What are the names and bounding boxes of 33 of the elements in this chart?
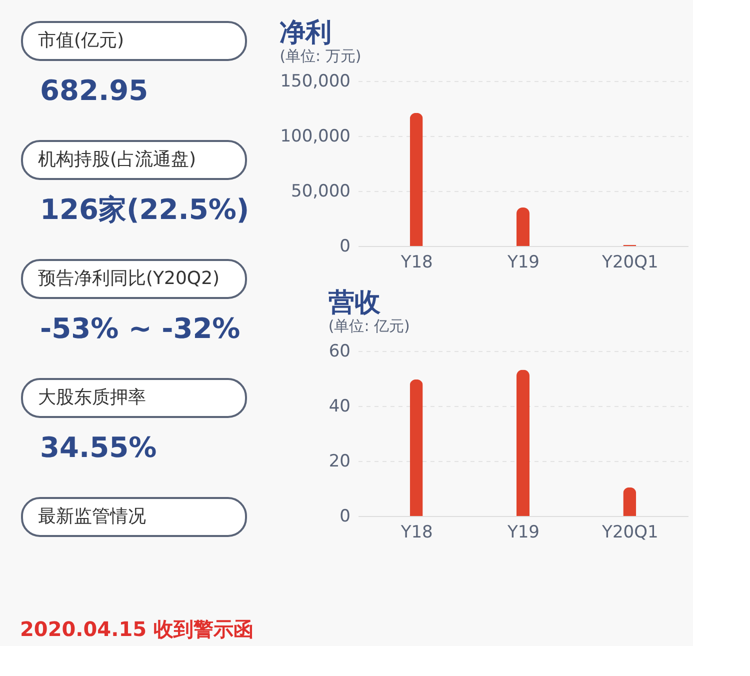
text: 最新监管情况 bbox=[38, 506, 146, 527]
text: 大股东质押率 bbox=[38, 387, 146, 408]
y-tick-label: 100,000 bbox=[280, 126, 350, 146]
chart-title: 净利 bbox=[280, 18, 332, 48]
chart-subtitle: (单位: 万元) bbox=[280, 47, 362, 65]
x-tick-label: Y20Q1 bbox=[601, 522, 658, 542]
x-tick-label: Y18 bbox=[400, 252, 433, 272]
x-tick-label: Y19 bbox=[506, 522, 540, 542]
x-tick-label: Y18 bbox=[400, 522, 433, 542]
y-tick-label: 0 bbox=[340, 506, 350, 526]
text: -53% ~ -32% bbox=[40, 312, 240, 345]
text: 2020.04.15 收到警示函 bbox=[20, 617, 254, 641]
text: 682.95 bbox=[40, 74, 148, 107]
bar bbox=[410, 112, 423, 246]
x-tick-label: Y19 bbox=[506, 252, 540, 272]
chart-subtitle: (单位: 亿元) bbox=[328, 317, 410, 335]
text: 预告净利同比(Y20Q2) bbox=[38, 268, 220, 289]
bar bbox=[623, 487, 636, 516]
x-tick-label: Y20Q1 bbox=[601, 252, 658, 272]
text: 机构持股(占流通盘) bbox=[38, 149, 196, 170]
y-tick-label: 50,000 bbox=[291, 182, 350, 202]
bar bbox=[410, 379, 423, 516]
text: 34.55% bbox=[40, 431, 157, 464]
y-tick-label: 20 bbox=[328, 452, 350, 472]
y-tick-label: 150,000 bbox=[280, 72, 350, 92]
text: 126家(22.5%) bbox=[40, 193, 250, 226]
bar bbox=[516, 370, 530, 516]
bar bbox=[516, 208, 530, 246]
y-tick-label: 40 bbox=[328, 396, 350, 416]
y-tick-label: 0 bbox=[340, 236, 350, 256]
y-tick-label: 60 bbox=[328, 342, 350, 362]
chart-title: 营收 bbox=[327, 288, 382, 318]
text: 市值(亿元) bbox=[38, 30, 124, 51]
